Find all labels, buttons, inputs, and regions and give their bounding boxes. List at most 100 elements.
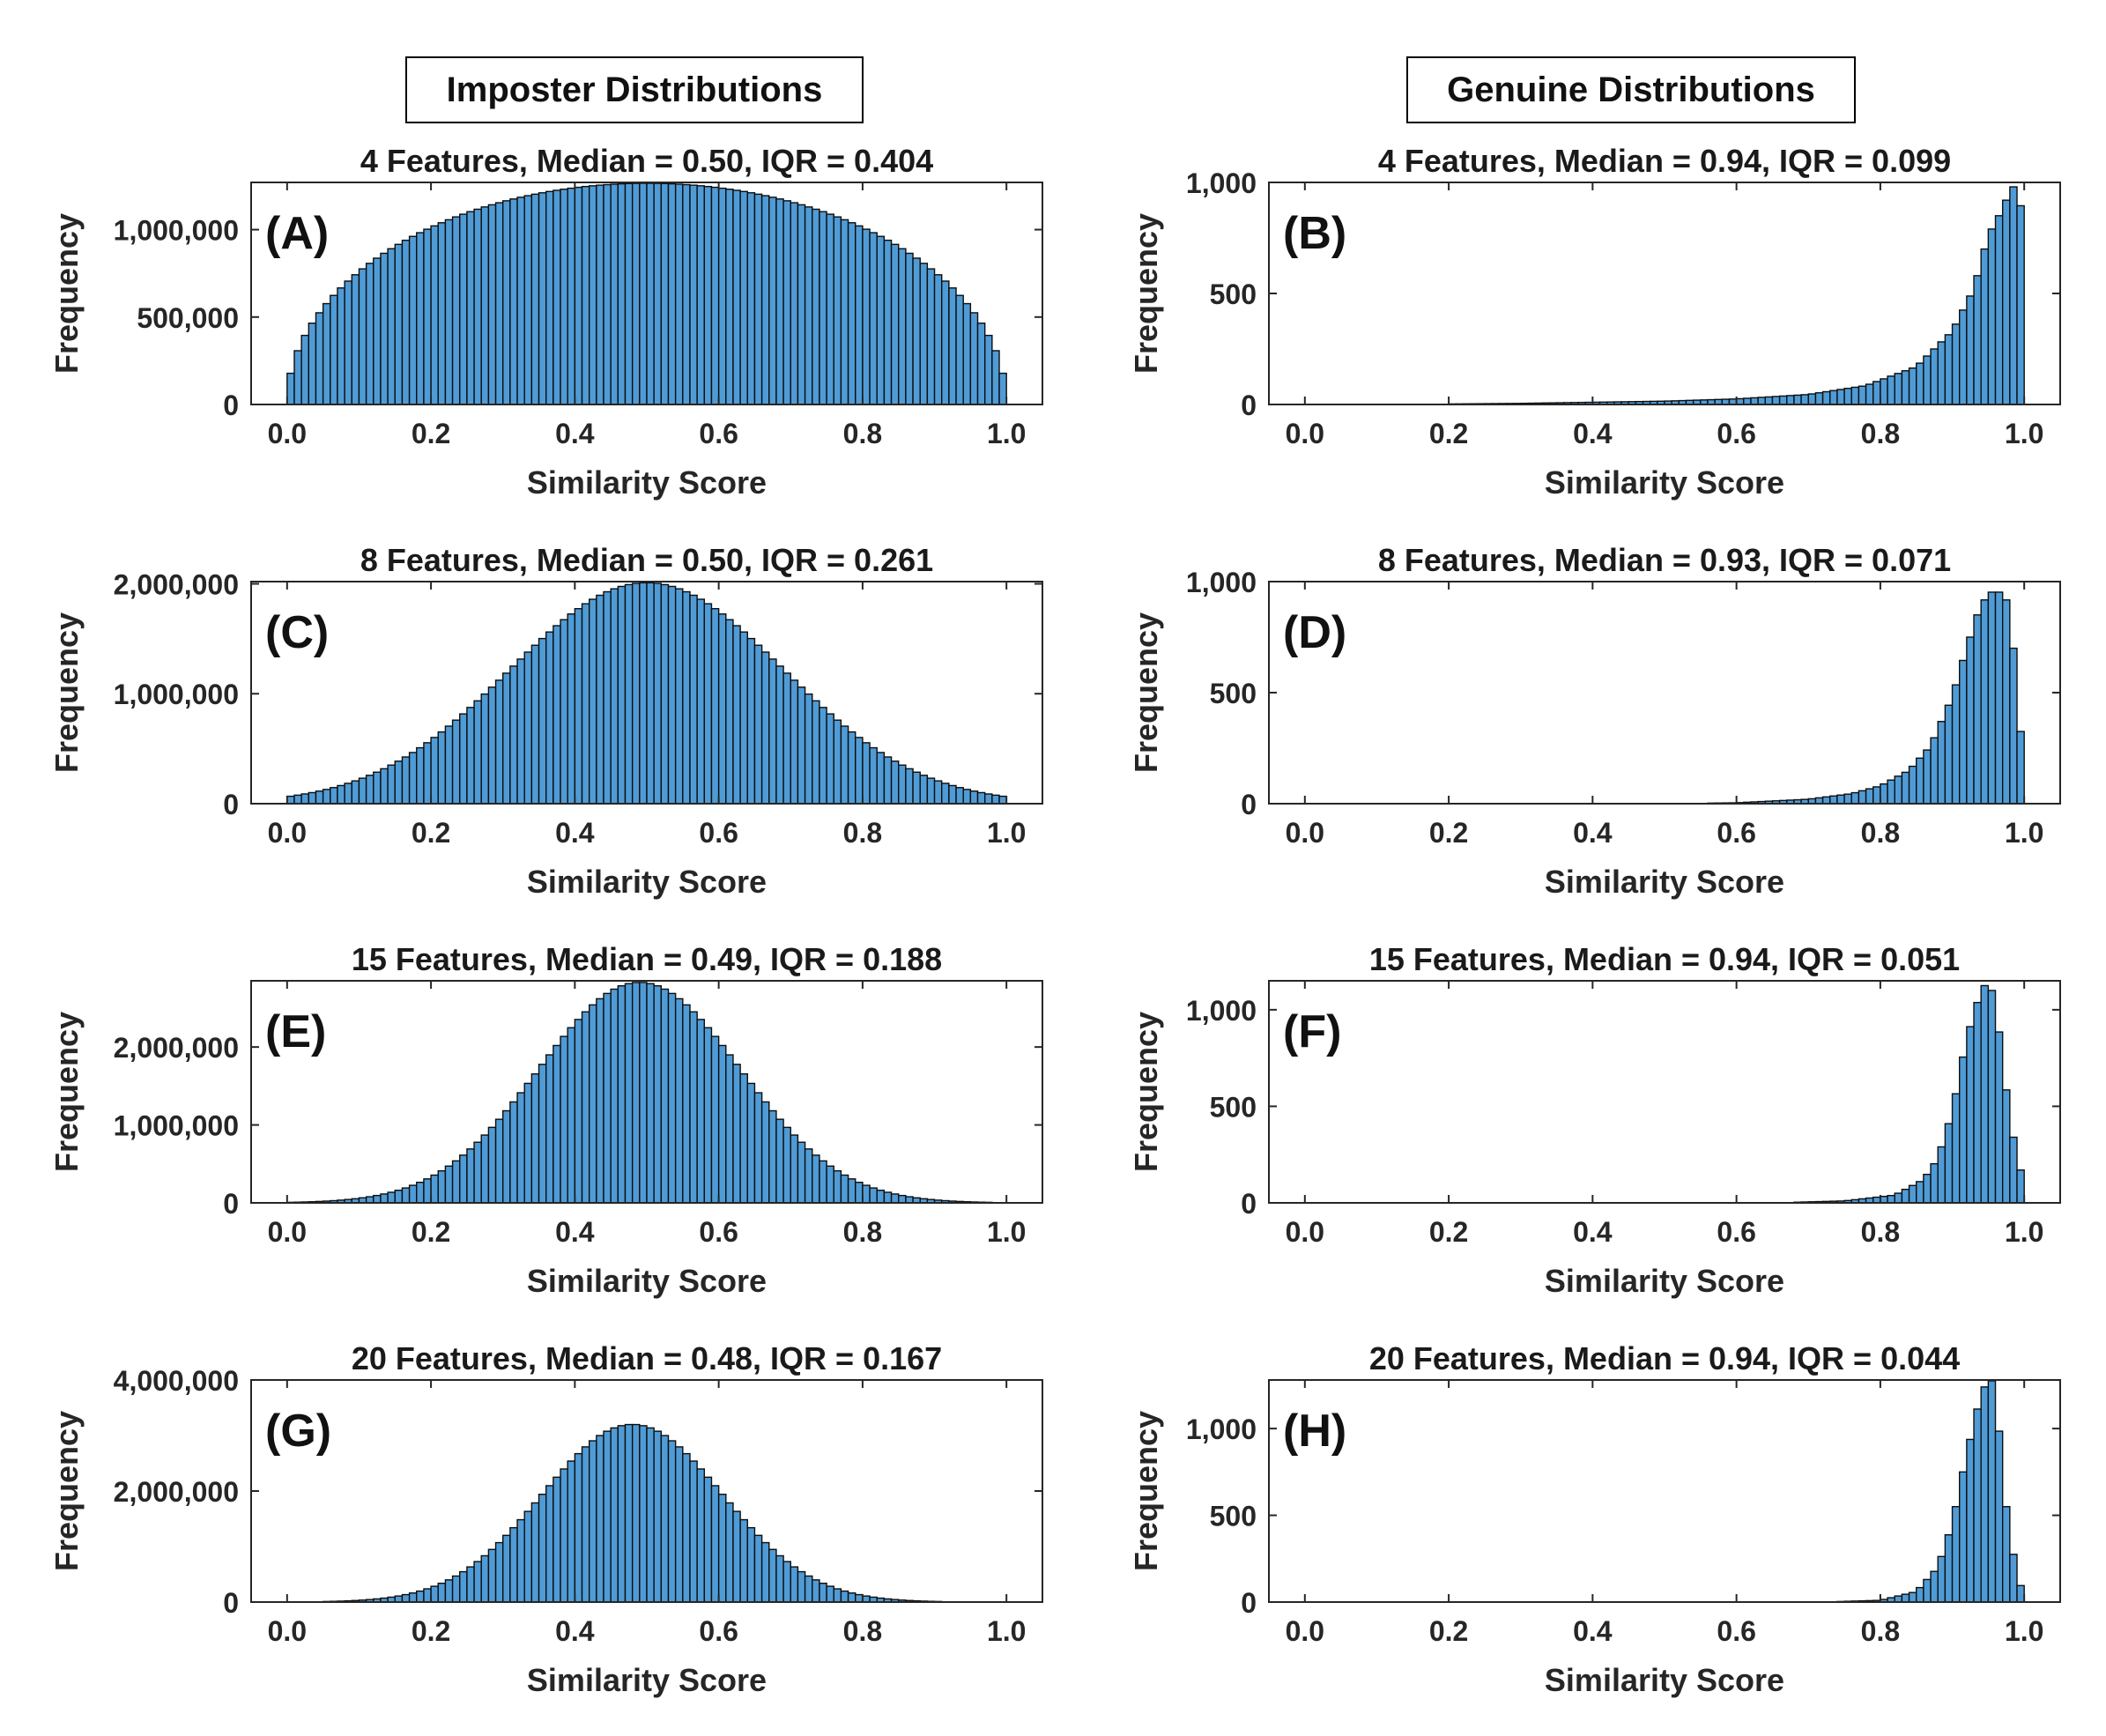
histogram-bar [1901,771,1910,805]
x-tick-label: 0.4 [1573,1216,1613,1248]
histogram-bar [1959,309,1968,405]
x-axis-label: Similarity Score [527,1662,767,1698]
histogram-bar [674,1446,684,1603]
histogram-bar [1850,791,1860,805]
histogram-bar [890,760,900,805]
histogram-bar [1994,591,2004,805]
histogram-bar [538,1064,547,1204]
histogram-bar [300,793,310,805]
x-tick-label: 1.0 [987,1216,1026,1248]
histogram-bar [552,1044,561,1204]
histogram-bar [746,637,756,805]
histogram-bar [351,780,360,805]
histogram-bar [790,1134,799,1204]
histogram-bar [667,182,677,405]
histogram-bar [351,274,360,405]
histogram-bar [545,631,554,805]
bars [1793,984,2025,1204]
y-tick-label: 0 [223,1188,239,1220]
histogram-bar [1916,1586,1924,1603]
histogram-bar [819,1160,827,1204]
histogram-bar [408,752,418,805]
histogram-bar [596,184,604,405]
histogram-bar [502,1109,511,1204]
histogram-bar [725,189,734,405]
histogram-bar [487,204,497,405]
histogram-bar [833,719,842,805]
histogram-bar [919,263,929,405]
histogram-panel-c: 0.0 0.2 0.4 0.6 0.8 1.0 0 1,000,000 2,000,000 8 F… [48,542,1043,900]
x-tick-label: 0.0 [1286,1216,1324,1248]
histogram-bar [516,1518,525,1603]
histogram-bar [617,985,627,1204]
histogram-bar [365,263,374,405]
histogram-bar [1743,397,1752,405]
y-tick-label: 1,000,000 [114,1110,239,1142]
histogram-bar [2016,204,2025,405]
histogram-bar [394,760,404,805]
histogram-bar [480,1134,490,1204]
y-tick-label: 4,000,000 [114,1365,239,1397]
histogram-bar [1994,215,2004,405]
histogram-bar [502,200,511,405]
histogram-bar [631,1423,641,1603]
histogram-bar [812,700,820,805]
histogram-bar [912,257,921,405]
histogram-bar [790,679,799,805]
histogram-bar [833,216,842,405]
histogram-bar [812,1154,820,1204]
x-tick-label: 0.2 [1429,1615,1468,1647]
histogram-bar [1930,1162,1939,1204]
histogram-bar [437,222,447,405]
x-axis-label: Similarity Score [1545,464,1784,501]
histogram-bar [840,1174,849,1204]
x-tick-label: 1.0 [2005,1216,2043,1248]
y-tick-label: 1,000 [1186,167,1257,199]
x-tick-label: 0.4 [1573,418,1613,449]
histogram-bar [1829,389,1838,405]
histogram-bar [1937,721,1947,805]
histogram-bar [1836,389,1845,405]
histogram-bar [1994,1430,2004,1603]
histogram-bar [782,1561,791,1603]
x-axis-label: Similarity Score [1545,864,1784,900]
histogram-bar [444,1579,454,1603]
x-tick-label: 0.8 [1861,418,1900,449]
y-tick-label: 0 [1241,1587,1257,1619]
histogram-bar [1937,341,1947,405]
histogram-bar [523,1082,533,1204]
histogram-bar [646,1427,655,1603]
x-tick-label: 0.0 [268,418,307,449]
histogram-bar [1764,396,1774,405]
histogram-bar [760,1101,770,1204]
histogram-bar [603,183,612,405]
histogram-bar [804,206,813,405]
histogram-bar [998,372,1007,405]
histogram-bar [682,590,691,805]
histogram-bar [797,1570,806,1603]
histogram-bar [437,731,447,805]
histogram-bar [2009,647,2018,805]
histogram-bar [646,582,655,805]
histogram-bar [581,185,590,405]
histogram-bar [775,665,784,805]
histogram-bar [337,287,345,405]
histogram-bar [516,1092,525,1204]
histogram-bar [1973,1001,1982,1204]
histogram-bar [1959,659,1968,805]
histogram-bar [819,1582,827,1603]
y-axis-label: Frequency [48,612,85,773]
histogram-bar [574,1019,583,1204]
histogram-bar [646,182,655,405]
histogram-bar [696,1468,706,1603]
histogram-bar [315,790,324,805]
histogram-bar [480,693,490,805]
x-tick-label: 0.2 [412,1615,450,1647]
histogram-bar [631,982,641,1204]
histogram-bar [833,1169,842,1204]
histogram-bar [976,791,986,805]
histogram-bar [1901,1593,1910,1603]
histogram-bar [603,590,612,805]
histogram-bar [639,582,648,805]
histogram-bar [286,372,295,405]
